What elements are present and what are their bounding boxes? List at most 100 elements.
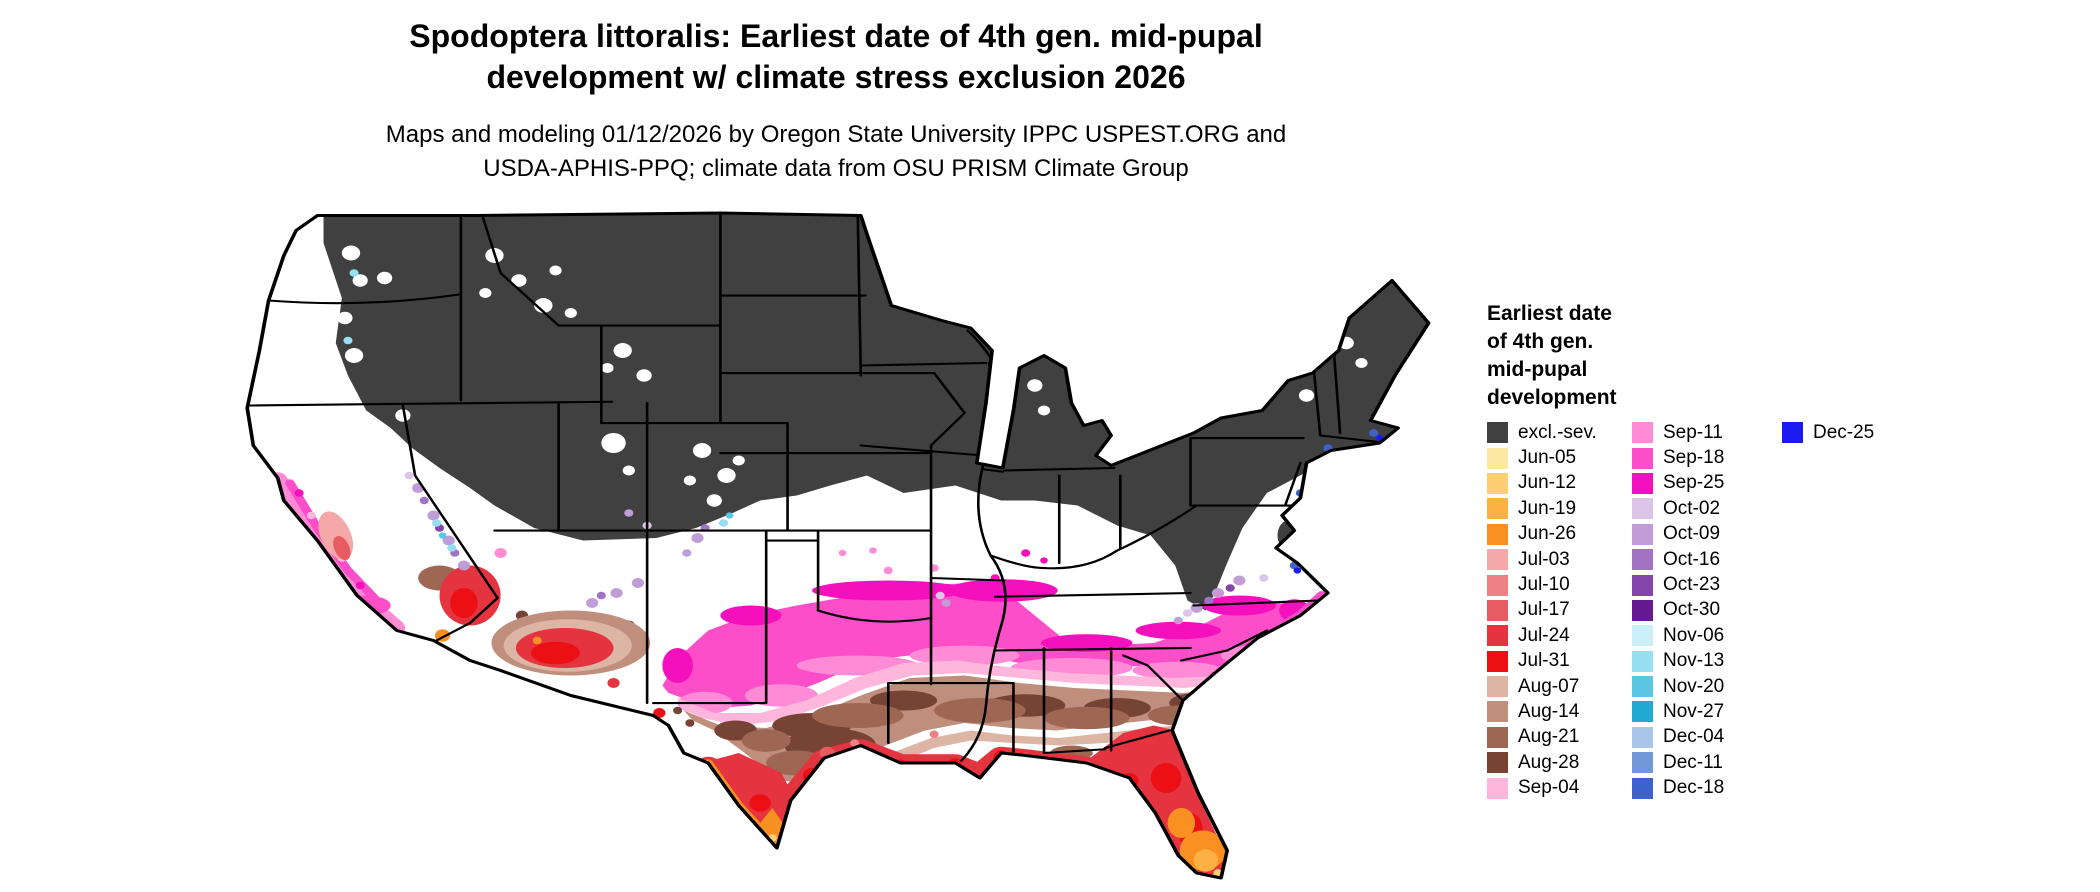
legend-swatch (1632, 549, 1653, 571)
legend-swatch (1632, 498, 1653, 520)
legend-row: Sep-11 (1632, 420, 1724, 445)
legend-row: Oct-02 (1632, 496, 1724, 521)
legend-label: excl.-sev. (1518, 421, 1597, 443)
legend-label: Sep-18 (1663, 447, 1725, 469)
legend-row: Jun-12 (1487, 471, 1597, 496)
us-outline (245, 211, 1431, 880)
legend-swatch (1487, 447, 1508, 469)
legend-label: Jul-17 (1518, 599, 1570, 621)
legend-swatch (1632, 599, 1653, 621)
legend-row: Dec-11 (1632, 750, 1724, 775)
legend-swatch (1487, 574, 1508, 596)
legend-label: Dec-18 (1663, 777, 1725, 799)
legend-swatch (1632, 752, 1653, 774)
legend-label: Aug-07 (1518, 675, 1580, 697)
legend-label: Sep-25 (1663, 472, 1725, 494)
legend-swatch (1487, 676, 1508, 698)
map-region-sep18-band (662, 583, 1307, 708)
legend-label: Dec-11 (1663, 751, 1723, 773)
legend-label: Jun-05 (1518, 447, 1577, 469)
legend-label: Sep-11 (1663, 421, 1723, 443)
us-choropleth-map (245, 211, 1431, 880)
legend-swatch (1632, 523, 1653, 545)
legend-row: Jun-19 (1487, 496, 1597, 521)
legend-row: Nov-13 (1632, 649, 1724, 674)
legend-swatch (1632, 650, 1653, 672)
map-subtitle: Maps and modeling 01/12/2026 by Oregon S… (0, 118, 1672, 186)
state-borders (247, 214, 1379, 762)
legend: Earliest date of 4th gen. mid-pupal deve… (1487, 300, 2087, 799)
legend-row: Jun-05 (1487, 445, 1597, 470)
legend-column-2: Sep-11 Sep-18 Sep-25 Oct-02 Oct-09 Oct-16 Oct-… (1632, 420, 1724, 801)
legend-row: Aug-14 (1487, 699, 1597, 724)
legend-label: Oct-23 (1663, 574, 1721, 596)
legend-row: excl.-sev. (1487, 420, 1597, 445)
legend-swatch (1487, 599, 1508, 621)
legend-row: Nov-20 (1632, 674, 1724, 699)
map-speckles-white (297, 229, 1368, 848)
legend-title-line4: development (1487, 386, 1617, 409)
legend-swatch (1632, 777, 1653, 799)
legend-label: Nov-27 (1663, 700, 1725, 722)
map-title-line2: development w/ climate stress exclusion … (486, 59, 1186, 95)
map-title: Spodoptera littoralis: Earliest date of … (0, 16, 1672, 98)
legend-row: Oct-30 (1632, 598, 1724, 623)
legend-row: Jul-24 (1487, 623, 1597, 648)
legend-swatch (1487, 498, 1508, 520)
legend-label: Aug-21 (1518, 726, 1580, 748)
map-speckles-nov20 (438, 512, 734, 539)
legend-label: Nov-13 (1663, 650, 1725, 672)
map-speckles-oct16 (419, 496, 1214, 605)
legend-title: Earliest date of 4th gen. mid-pupal deve… (1487, 300, 2087, 412)
legend-row: Oct-16 (1632, 547, 1724, 572)
legend-label: Sep-04 (1518, 777, 1580, 799)
legend-swatch (1632, 574, 1653, 596)
legend-swatch (1632, 447, 1653, 469)
legend-label: Jul-10 (1518, 574, 1570, 596)
legend-swatch (1632, 472, 1653, 494)
map-speckles-oct02 (404, 471, 1269, 617)
map-title-line1: Spodoptera littoralis: Earliest date of … (409, 18, 1263, 54)
legend-swatch (1487, 726, 1508, 748)
legend-row: Aug-07 (1487, 674, 1597, 699)
legend-row: Nov-06 (1632, 623, 1724, 648)
legend-row: Dec-04 (1632, 725, 1724, 750)
legend-row: Dec-25 (1782, 420, 1874, 445)
legend-swatch (1487, 523, 1508, 545)
legend-label: Dec-04 (1663, 726, 1725, 748)
legend-row: Aug-21 (1487, 725, 1597, 750)
legend-row: Nov-27 (1632, 699, 1724, 724)
legend-label: Nov-20 (1663, 675, 1725, 697)
legend-row: Jul-31 (1487, 649, 1597, 674)
legend-row: Sep-04 (1487, 775, 1597, 800)
map-region-arizona (434, 610, 651, 688)
map-region-sep04-strip (677, 645, 1301, 726)
legend-row: Dec-18 (1632, 775, 1724, 800)
legend-title-line3: mid-pupal (1487, 358, 1588, 381)
legend-label: Jun-19 (1518, 497, 1577, 519)
legend-swatch (1632, 701, 1653, 723)
map-subtitle-line1: Maps and modeling 01/12/2026 by Oregon S… (385, 121, 1287, 148)
legend-swatch (1487, 549, 1508, 571)
legend-swatch (1487, 777, 1508, 799)
legend-row: Jul-03 (1487, 547, 1597, 572)
legend-label: Jul-31 (1518, 650, 1570, 672)
map-speckles-oct23 (434, 524, 1235, 592)
legend-swatch (1632, 625, 1653, 647)
map-region-socal-desert (439, 565, 501, 626)
legend-label: Jun-26 (1518, 523, 1577, 545)
legend-label: Oct-09 (1663, 523, 1721, 545)
legend-swatch (1632, 726, 1653, 748)
legend-label: Aug-28 (1518, 751, 1580, 773)
legend-label: Oct-30 (1663, 599, 1721, 621)
legend-swatch (1632, 676, 1653, 698)
legend-row: Jun-26 (1487, 522, 1597, 547)
legend-title-line2: of 4th gen. (1487, 330, 1594, 353)
legend-label: Jul-03 (1518, 548, 1570, 570)
legend-label: Aug-14 (1518, 700, 1580, 722)
legend-swatch (1487, 422, 1508, 444)
legend-row: Sep-25 (1632, 471, 1724, 496)
legend-column-1: excl.-sev. Jun-05 Jun-12 Jun-19 Jun-26 Jul-03… (1487, 420, 1597, 801)
legend-row: Jul-17 (1487, 598, 1597, 623)
legend-title-line1: Earliest date (1487, 302, 1612, 325)
